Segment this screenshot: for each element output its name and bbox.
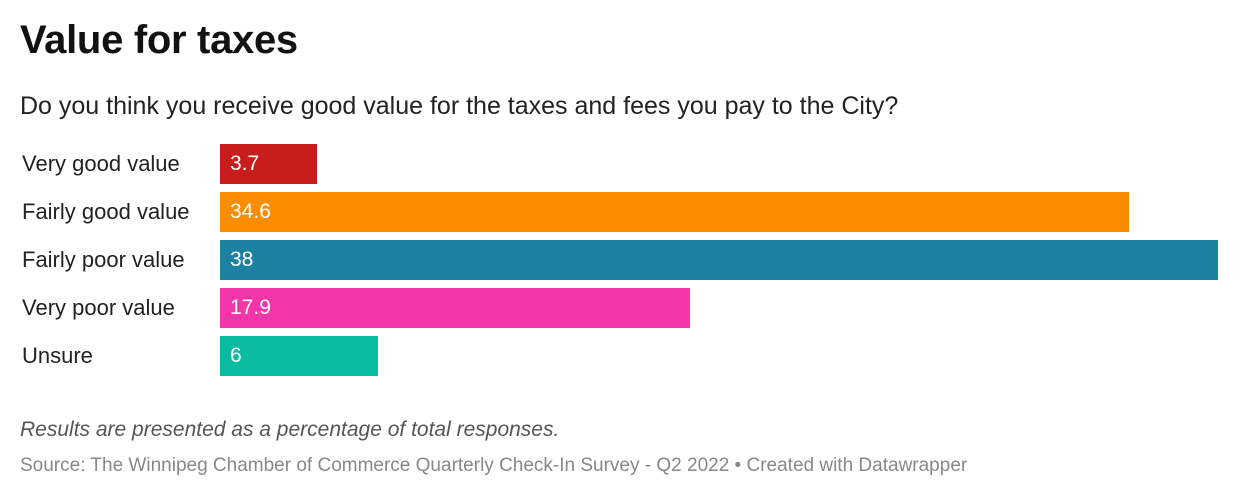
chart-title: Value for taxes — [20, 18, 298, 62]
bar-chart: Very good value 3.7 Fairly good value 34.6 F… — [0, 144, 1240, 384]
category-label: Fairly good value — [22, 199, 190, 224]
bar — [220, 240, 1218, 280]
category-label: Very poor value — [22, 295, 175, 320]
bar-row: Very good value 3.7 — [0, 144, 1240, 184]
bar-value-label: 17.9 — [230, 296, 271, 319]
bar-value-label: 6 — [230, 344, 242, 367]
bar — [220, 144, 317, 184]
bar-value-label: 38 — [230, 248, 254, 271]
bar-value-label: 3.7 — [230, 152, 260, 175]
bar-row: Fairly good value 34.6 — [0, 192, 1240, 232]
bar — [220, 336, 378, 376]
bar — [220, 192, 1129, 232]
bar-value-label: 34.6 — [230, 200, 271, 223]
category-label: Unsure — [22, 343, 93, 368]
bar-row: Unsure 6 — [0, 336, 1240, 376]
bar-row: Fairly poor value 38 — [0, 240, 1240, 280]
bar — [220, 288, 690, 328]
category-label: Fairly poor value — [22, 247, 185, 272]
category-label: Very good value — [22, 151, 180, 176]
chart-subtitle: Do you think you receive good value for … — [20, 92, 899, 120]
chart-note: Results are presented as a percentage of… — [20, 418, 560, 441]
bar-row: Very poor value 17.9 — [0, 288, 1240, 328]
chart-source: Source: The Winnipeg Chamber of Commerce… — [20, 455, 968, 476]
